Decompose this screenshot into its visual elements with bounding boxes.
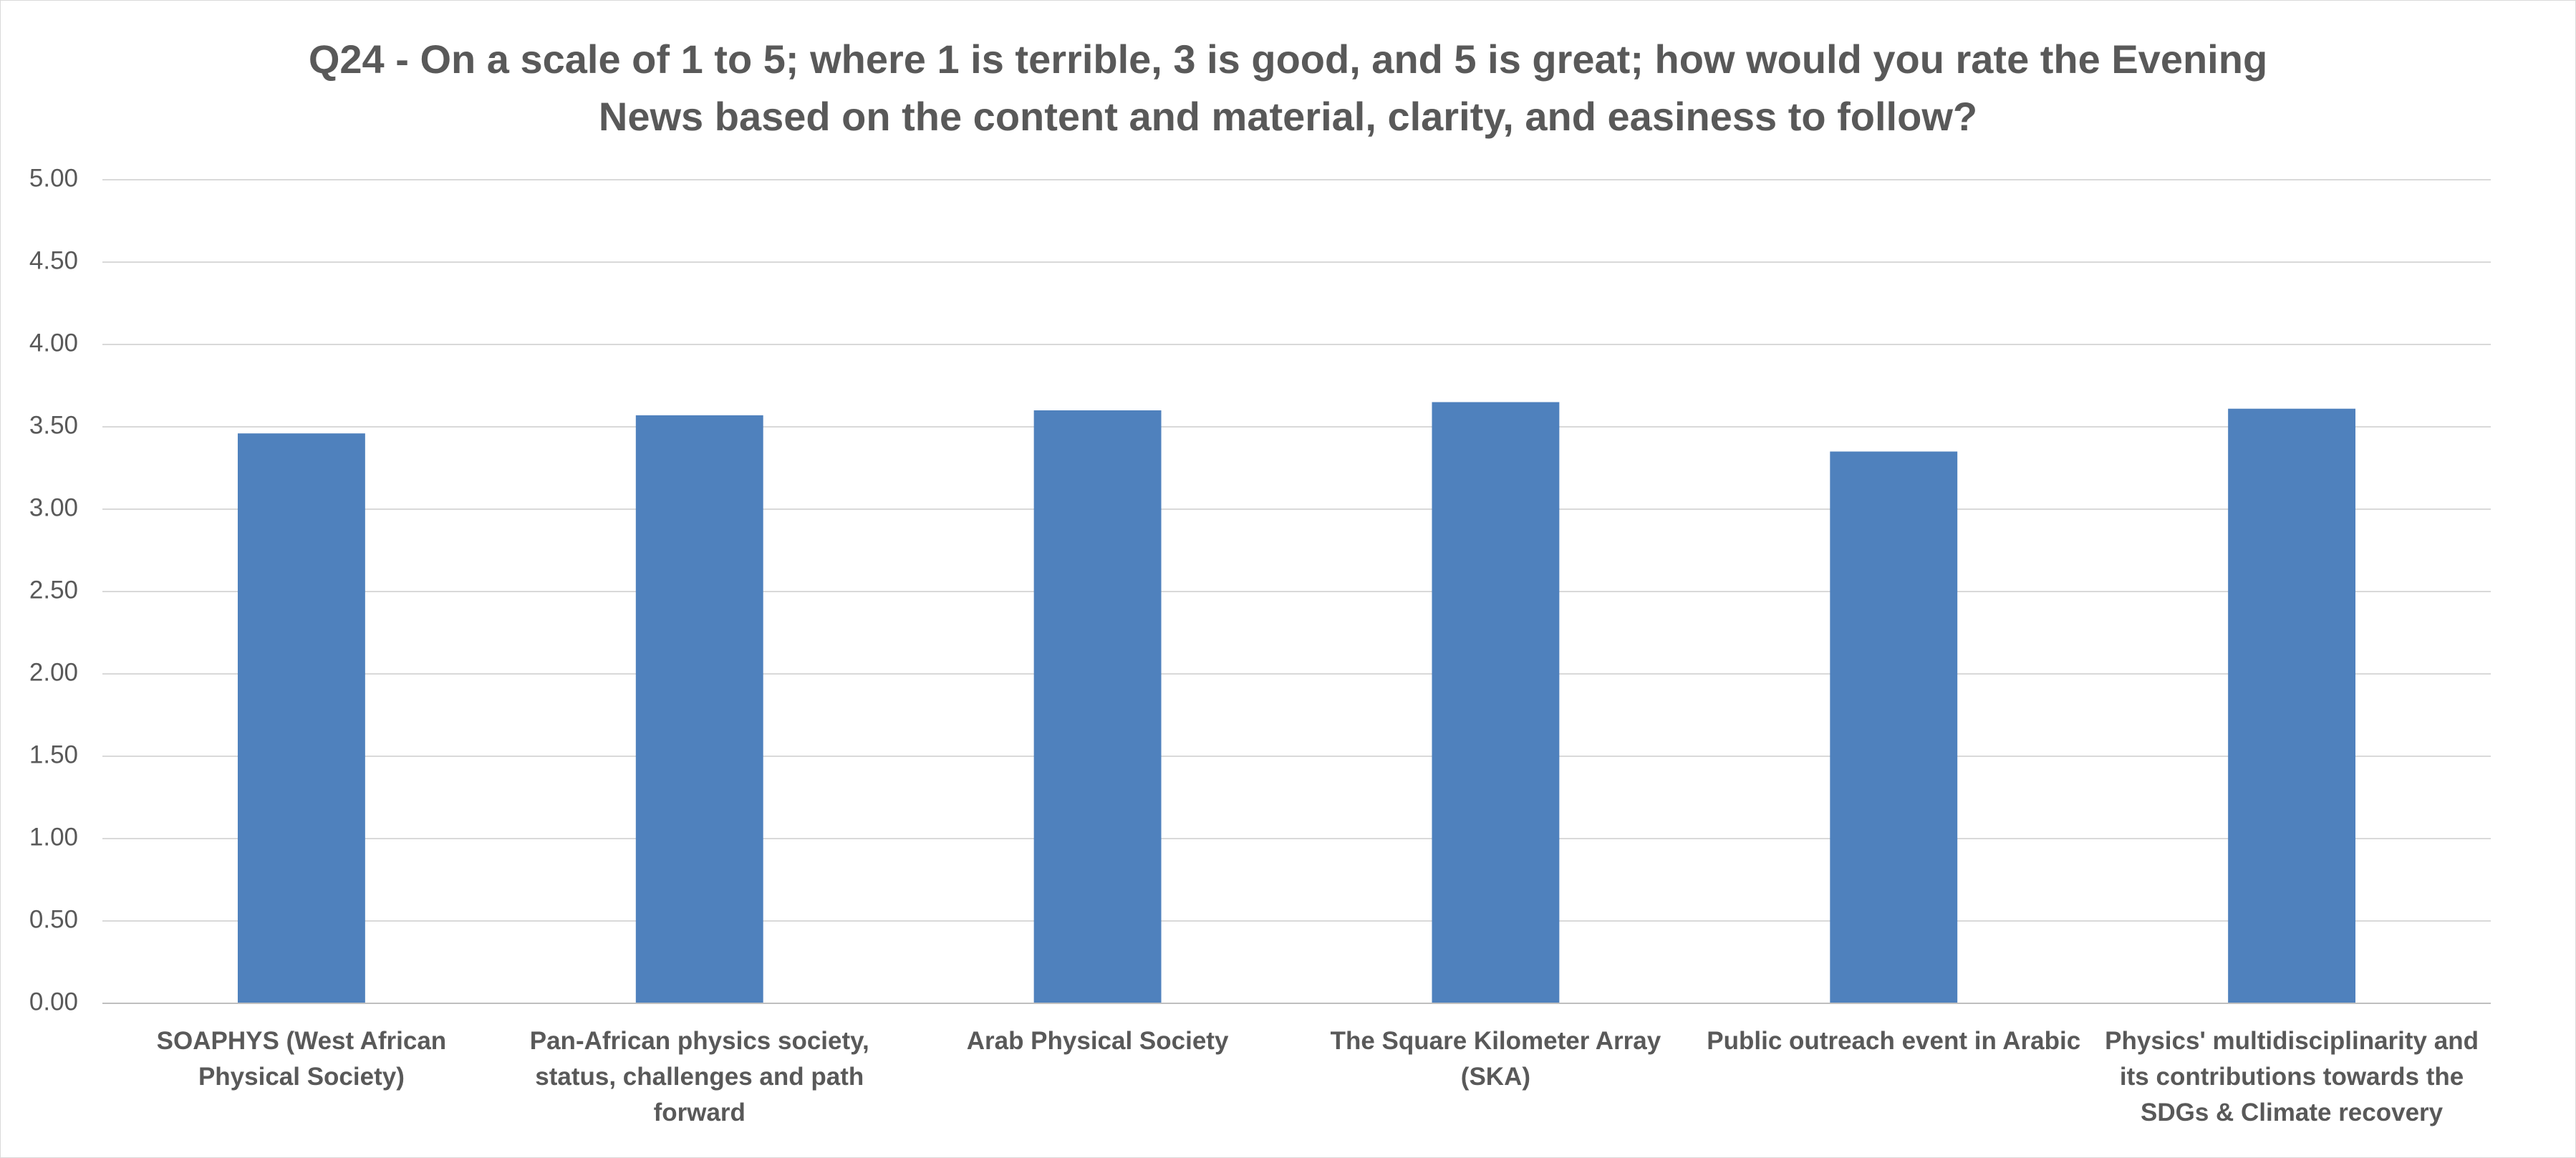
y-tick-label: 3.50 — [29, 411, 78, 439]
y-tick-label: 4.00 — [29, 329, 78, 357]
y-tick-label: 1.00 — [29, 823, 78, 851]
x-tick-label: The Square Kilometer Array (SKA) — [1330, 1027, 1661, 1091]
x-tick-label: SOAPHYS (West African Physical Society) — [156, 1027, 447, 1091]
y-tick-label: 4.50 — [29, 246, 78, 274]
x-tick-label: Public outreach event in Arabic — [1707, 1027, 2081, 1055]
y-tick-label: 1.50 — [29, 740, 78, 768]
y-tick-label: 5.00 — [29, 164, 78, 192]
y-tick-label: 0.00 — [29, 988, 78, 1015]
chart-title: Q24 - On a scale of 1 to 5; where 1 is t… — [308, 37, 2268, 139]
y-tick-label: 0.50 — [29, 905, 78, 933]
y-tick-label: 2.00 — [29, 658, 78, 686]
y-tick-label: 3.00 — [29, 493, 78, 521]
x-tick-label: Arab Physical Society — [966, 1027, 1229, 1055]
bar — [237, 433, 365, 1003]
bar — [1830, 451, 1958, 1003]
bar — [635, 415, 763, 1003]
bar — [1432, 402, 1560, 1003]
y-tick-label: 2.50 — [29, 576, 78, 604]
bar — [2228, 408, 2356, 1003]
bar — [1033, 410, 1162, 1003]
x-tick-label: Physics' multidisciplinarity and its con… — [2105, 1027, 2479, 1126]
x-tick-label: Pan-African physics society, status, cha… — [529, 1027, 869, 1126]
